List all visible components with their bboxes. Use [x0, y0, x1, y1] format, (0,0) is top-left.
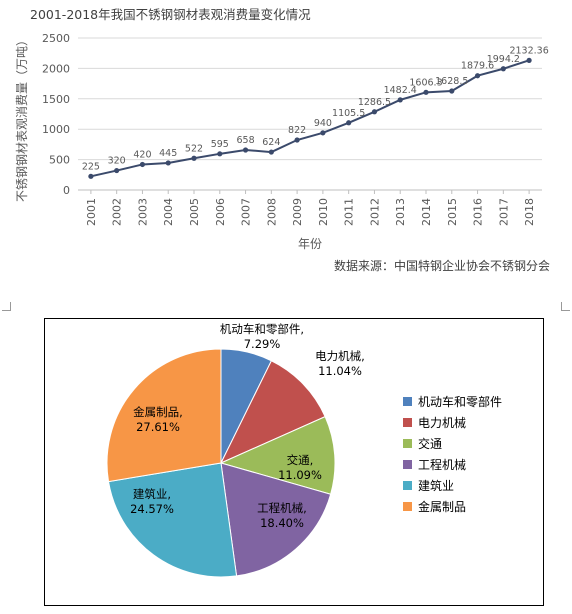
x-tick-label-2003: 2003 — [136, 198, 149, 226]
y-tick-label-1000: 1000 — [42, 123, 70, 136]
pie-label-2: 交通, 11.09% — [278, 453, 322, 482]
x-tick-label-2010: 2010 — [317, 198, 330, 226]
legend-swatch-0 — [403, 397, 412, 406]
data-point-2015 — [449, 88, 455, 94]
data-label-2010: 940 — [314, 118, 332, 129]
data-point-2009 — [294, 137, 300, 143]
x-tick-label-2012: 2012 — [368, 198, 381, 226]
data-label-2003: 420 — [133, 149, 151, 160]
legend-swatch-5 — [403, 502, 412, 511]
pie-label-1: 电力机械, 11.04% — [315, 349, 365, 378]
pie-slice-3 — [220, 462, 332, 577]
legend-label-4: 建筑业 — [418, 478, 454, 493]
data-label-2013: 1482.4 — [384, 85, 417, 96]
y-tick-label-2500: 2500 — [42, 32, 70, 45]
x-tick-label-2007: 2007 — [240, 198, 253, 226]
data-label-2007: 658 — [236, 135, 254, 146]
data-point-2017 — [500, 66, 506, 72]
data-label-2017: 1994.2 — [487, 54, 520, 65]
x-tick-label-2002: 2002 — [111, 198, 124, 226]
pie-slice-5 — [106, 348, 222, 483]
legend-swatch-3 — [403, 460, 412, 469]
data-label-2002: 320 — [108, 156, 126, 167]
legend-label-5: 金属制品 — [418, 499, 466, 514]
series-line — [90, 59, 530, 178]
x-tick-label-2001: 2001 — [85, 198, 98, 226]
data-label-2005: 522 — [185, 143, 203, 154]
y-tick-label-1500: 1500 — [42, 93, 70, 106]
data-point-2011 — [346, 120, 352, 126]
data-point-2001 — [88, 173, 94, 179]
x-tick-label-2016: 2016 — [472, 198, 485, 226]
data-label-2008: 624 — [262, 137, 280, 148]
legend-label-3: 工程机械 — [418, 457, 466, 472]
legend-label-0: 机动车和零部件 — [418, 394, 502, 409]
x-tick-label-2017: 2017 — [497, 198, 510, 226]
y-tick-label-2000: 2000 — [42, 62, 70, 75]
pie-slice-1 — [219, 360, 326, 465]
pie-label-5: 金属制品, 27.61% — [133, 405, 183, 434]
data-label-2001: 225 — [82, 161, 100, 172]
data-point-2004 — [165, 160, 171, 166]
x-tick-label-2014: 2014 — [420, 198, 433, 226]
data-label-2011: 1105.5 — [332, 108, 365, 119]
legend-label-1: 电力机械 — [418, 415, 466, 430]
data-label-2014: 1606.3 — [409, 77, 442, 88]
x-tick-label-2015: 2015 — [446, 198, 459, 226]
data-label-2012: 1286.5 — [358, 97, 391, 108]
data-point-2016 — [474, 73, 481, 79]
data-point-2006 — [217, 151, 223, 157]
x-tick-label-2004: 2004 — [162, 198, 175, 226]
x-tick-label-2011: 2011 — [343, 198, 356, 226]
data-label-2006: 595 — [211, 139, 229, 150]
legend-swatch-2 — [403, 439, 412, 448]
x-tick-label-2008: 2008 — [265, 198, 278, 226]
data-point-2005 — [191, 155, 197, 161]
pie-chart: 机动车和零部件, 7.29% 电力机械, 11.04% 交通, 11.09% 工程机械, 18… — [106, 322, 502, 578]
pie-slice-2 — [219, 415, 336, 495]
data-point-2002 — [114, 167, 120, 174]
data-point-2003 — [139, 161, 146, 168]
data-point-2012 — [371, 109, 378, 115]
x-axis-label: 年份 — [298, 237, 322, 251]
x-tick-label-2006: 2006 — [214, 198, 227, 226]
data-label-2016: 1879.6 — [461, 61, 494, 72]
line-chart: 2001-2018年我国不锈钢钢材表观消费量变化情况 0 500 1000 1500 20… — [15, 7, 550, 273]
data-point-2008 — [268, 149, 274, 155]
x-tick-label-2005: 2005 — [188, 198, 201, 226]
data-label-2004: 445 — [159, 148, 177, 159]
data-point-2007 — [242, 147, 249, 153]
pie-slice-4 — [107, 462, 238, 578]
data-label-2015: 1628.5 — [435, 76, 468, 87]
data-point-2018 — [526, 57, 532, 63]
y-tick-label-500: 500 — [49, 154, 70, 167]
data-label-2009: 822 — [288, 125, 306, 136]
pie-label-3: 工程机械, 18.40% — [257, 501, 307, 530]
legend-swatch-4 — [403, 481, 412, 490]
pie-label-4: 建筑业, 24.57% — [130, 487, 174, 516]
data-point-2013 — [397, 97, 403, 103]
source-note: 数据来源：中国特钢企业协会不锈钢分会 — [334, 258, 550, 273]
x-tick-label-2009: 2009 — [291, 198, 304, 226]
y-axis-label: 不锈钢钢材表观消费量（万吨） — [15, 34, 29, 202]
x-tick-label-2018: 2018 — [523, 198, 536, 226]
data-point-2014 — [423, 89, 429, 95]
legend-label-2: 交通 — [418, 436, 442, 451]
x-tick-label-2013: 2013 — [394, 198, 407, 226]
legend-swatch-1 — [403, 418, 412, 427]
data-label-2018: 2132.36 — [509, 45, 548, 56]
data-point-2010 — [320, 130, 326, 136]
y-tick-label-0: 0 — [63, 184, 70, 197]
pie-label-0: 机动车和零部件, 7.29% — [220, 322, 304, 351]
chart-title: 2001-2018年我国不锈钢钢材表观消费量变化情况 — [30, 7, 311, 22]
